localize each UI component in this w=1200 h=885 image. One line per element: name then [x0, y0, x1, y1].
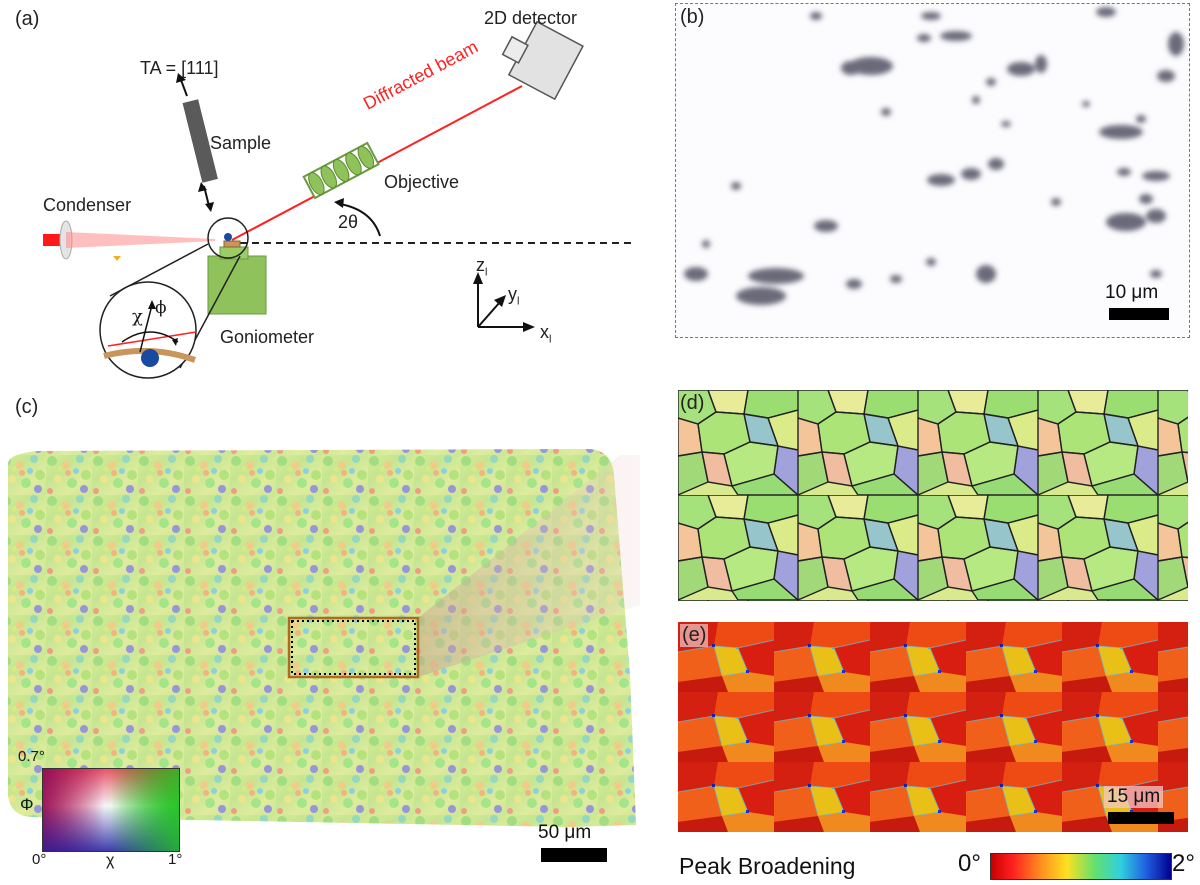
zoom-circle-small	[207, 217, 249, 259]
legend-chi-min: 0°	[32, 851, 47, 868]
axis-x-label: xl	[540, 322, 552, 346]
incident-beam	[66, 232, 215, 248]
panel-d-image	[678, 390, 1188, 601]
orientation-legend	[42, 768, 180, 852]
sample-rod	[182, 99, 218, 183]
scale-bar-b-label: 10 μm	[1105, 282, 1159, 303]
legend-chi-label: χ	[106, 852, 115, 869]
panel-a-diagram	[43, 20, 632, 379]
panel-b: (b) 10 μm	[675, 3, 1190, 338]
legend-chi-max: 1°	[168, 851, 183, 868]
scale-bar-b	[1109, 308, 1169, 320]
sample-label: Sample	[210, 133, 272, 153]
goniometer-body	[207, 255, 267, 315]
scale-bar-c	[541, 848, 607, 862]
panel-b-image	[684, 7, 1184, 320]
goniometer-label: Goniometer	[220, 327, 315, 347]
detector	[501, 20, 584, 101]
panel-c-letter: (c)	[15, 396, 39, 418]
phi-label: ϕ	[155, 298, 167, 318]
panel-e-image	[678, 622, 1188, 832]
peak-broadening-colorbar	[990, 853, 1172, 880]
beam-source	[43, 234, 61, 246]
colorbar-title: Peak Broadening	[679, 853, 856, 879]
ta-label: TA = [111]	[140, 58, 219, 78]
legend-phi-max: 0.7°	[18, 748, 45, 765]
colorbar-max: 2°	[1172, 850, 1195, 877]
panel-e: (e) 15 μm	[678, 622, 1188, 832]
chi-label: χ	[132, 306, 143, 327]
scale-bar-e	[1108, 812, 1174, 824]
colorbar-min: 0°	[958, 850, 981, 877]
axis-z-label: zl	[476, 255, 488, 279]
highlight-box	[287, 616, 420, 679]
objective-label: Objective	[384, 172, 460, 192]
panel-e-letter: (e)	[680, 624, 709, 647]
scale-bar-c-label: 50 μm	[538, 822, 592, 843]
panel-d: (d)	[678, 390, 1188, 601]
panel-c-map	[8, 449, 640, 862]
panel-a: (a) 2D detector TA = [111] Sample Diffra…	[0, 0, 660, 380]
panel-d-letter: (d)	[680, 392, 705, 414]
objective-lens	[302, 141, 380, 200]
two-theta-label: 2θ	[338, 212, 359, 232]
detector-label: 2D detector	[484, 8, 578, 28]
panel-a-letter: (a)	[15, 8, 40, 30]
panel-b-letter: (b)	[680, 6, 705, 28]
condenser-label: Condenser	[43, 195, 132, 215]
scale-bar-e-label: 15 μm	[1104, 786, 1164, 808]
legend-phi-label: Φ	[20, 795, 34, 814]
axis-y-label: yl	[508, 284, 520, 308]
